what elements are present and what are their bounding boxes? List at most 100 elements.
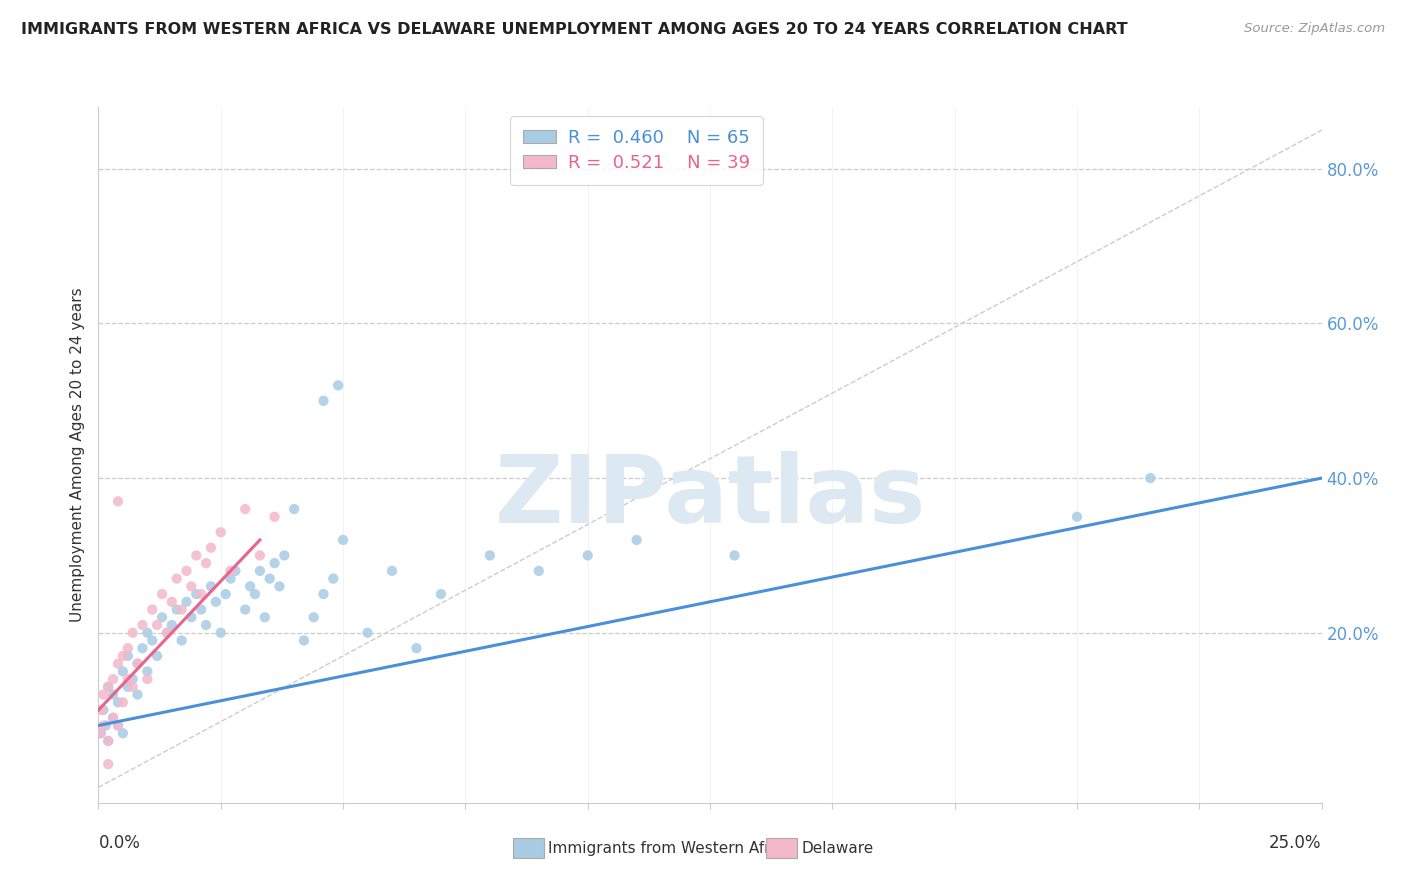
Point xyxy=(117,641,139,656)
Point xyxy=(127,657,149,671)
Point xyxy=(249,564,271,578)
Text: IMMIGRANTS FROM WESTERN AFRICA VS DELAWARE UNEMPLOYMENT AMONG AGES 20 TO 24 YEAR: IMMIGRANTS FROM WESTERN AFRICA VS DELAWA… xyxy=(21,22,1128,37)
Point xyxy=(117,648,139,663)
Point xyxy=(224,564,246,578)
Point xyxy=(117,672,139,686)
Point xyxy=(233,502,256,516)
Point xyxy=(302,610,325,624)
Point xyxy=(190,587,212,601)
Point xyxy=(166,602,188,616)
Point xyxy=(263,556,285,570)
Point xyxy=(91,688,114,702)
Point xyxy=(91,703,114,717)
Point xyxy=(249,549,271,563)
Point xyxy=(253,610,276,624)
Point xyxy=(478,549,501,563)
Text: Source: ZipAtlas.com: Source: ZipAtlas.com xyxy=(1244,22,1385,36)
Point xyxy=(1066,509,1088,524)
Point xyxy=(136,672,159,686)
Point xyxy=(160,595,183,609)
Point xyxy=(405,641,427,656)
Point xyxy=(107,494,129,508)
Point xyxy=(146,648,169,663)
Point xyxy=(111,726,134,740)
Point xyxy=(166,572,188,586)
Point xyxy=(239,579,262,593)
Point xyxy=(273,549,295,563)
Point xyxy=(381,564,404,578)
Point xyxy=(283,502,305,516)
Point xyxy=(136,665,159,679)
Point xyxy=(97,734,120,748)
Point xyxy=(180,579,202,593)
Point xyxy=(576,549,599,563)
Point xyxy=(195,556,218,570)
Text: 0.0%: 0.0% xyxy=(98,834,141,852)
Point xyxy=(90,703,112,717)
Point xyxy=(131,641,153,656)
Text: ZIPatlas: ZIPatlas xyxy=(495,450,925,542)
Point xyxy=(209,625,232,640)
Point xyxy=(131,618,153,632)
Point xyxy=(107,657,129,671)
Point xyxy=(312,587,335,601)
Point xyxy=(200,541,222,555)
Point xyxy=(150,587,173,601)
Point xyxy=(97,757,120,772)
Point xyxy=(141,633,163,648)
Point xyxy=(200,579,222,593)
Point xyxy=(141,602,163,616)
Y-axis label: Unemployment Among Ages 20 to 24 years: Unemployment Among Ages 20 to 24 years xyxy=(69,287,84,623)
Point xyxy=(91,718,114,732)
Point xyxy=(156,625,179,640)
Legend: R =  0.460    N = 65, R =  0.521    N = 39: R = 0.460 N = 65, R = 0.521 N = 39 xyxy=(510,116,763,185)
Point xyxy=(195,618,218,632)
Point xyxy=(121,680,143,694)
Point xyxy=(170,602,193,616)
Point xyxy=(269,579,291,593)
Point xyxy=(97,734,120,748)
Point xyxy=(527,564,550,578)
Point xyxy=(117,680,139,694)
Point xyxy=(101,672,124,686)
Point xyxy=(160,618,183,632)
Point xyxy=(111,695,134,709)
Point xyxy=(146,618,169,632)
Point xyxy=(90,726,112,740)
Point xyxy=(121,625,143,640)
Point xyxy=(107,718,129,732)
Point xyxy=(170,633,193,648)
Point xyxy=(176,564,198,578)
Point xyxy=(292,633,315,648)
Text: Immigrants from Western Africa: Immigrants from Western Africa xyxy=(548,841,793,855)
Point xyxy=(356,625,378,640)
Point xyxy=(332,533,354,547)
Point xyxy=(723,549,745,563)
Point xyxy=(127,688,149,702)
Point xyxy=(107,718,129,732)
Point xyxy=(107,695,129,709)
Point xyxy=(322,572,344,586)
Text: Delaware: Delaware xyxy=(801,841,873,855)
Point xyxy=(180,610,202,624)
Point xyxy=(209,525,232,540)
Point xyxy=(626,533,648,547)
Point xyxy=(97,680,120,694)
Point xyxy=(101,711,124,725)
Point xyxy=(101,711,124,725)
Point xyxy=(186,587,208,601)
Point xyxy=(219,572,242,586)
Point xyxy=(243,587,266,601)
Point xyxy=(214,587,236,601)
Point xyxy=(89,726,111,740)
Point xyxy=(233,602,256,616)
Point xyxy=(205,595,228,609)
Point xyxy=(259,572,281,586)
Point xyxy=(190,602,212,616)
Point xyxy=(328,378,350,392)
Point xyxy=(121,672,143,686)
Point xyxy=(176,595,198,609)
Point xyxy=(1139,471,1161,485)
Point xyxy=(101,688,124,702)
Point xyxy=(111,665,134,679)
